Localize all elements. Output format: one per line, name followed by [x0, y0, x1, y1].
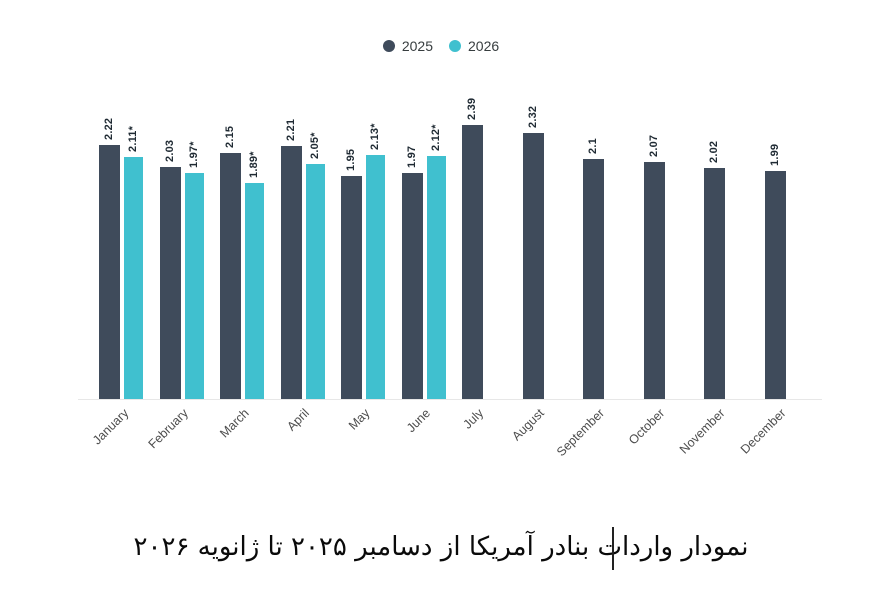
x-axis-label-august: August [508, 406, 547, 444]
bar-value-label: 2.22 [103, 117, 115, 140]
bar-value-label: 2.15 [224, 125, 236, 148]
legend-item-2025[interactable]: 2025 [382, 38, 433, 54]
bar-value-label: 2.07 [647, 134, 660, 157]
bar-value-label: 1.97 [405, 145, 418, 168]
bar-2026-february[interactable] [184, 173, 204, 399]
bar-value-label: 2.13* [369, 123, 381, 150]
bar-2026-april[interactable] [305, 164, 325, 399]
x-axis-label-july: July [460, 406, 486, 432]
bar-value-label: 1.97* [187, 141, 200, 168]
bar-value-label: 2.32 [526, 105, 539, 128]
bar-2026-may[interactable] [366, 155, 385, 399]
x-axis-label-february: February [146, 406, 192, 452]
x-axis-label-january: January [89, 406, 131, 448]
x-axis-label-march: March [217, 406, 252, 441]
legend-label-2025: 2025 [401, 38, 433, 54]
bar-value-label: 1.99 [768, 143, 781, 166]
bar-value-label: 2.1 [587, 138, 599, 154]
bar-2025-september[interactable] [583, 159, 604, 399]
bar-2025-july[interactable] [462, 125, 483, 399]
bar-2025-february[interactable] [159, 167, 181, 399]
bar-2025-december[interactable] [764, 171, 786, 399]
x-axis-label-december: December [737, 406, 789, 457]
legend-dot-2025-icon [382, 40, 395, 52]
x-axis-label-september: September [553, 406, 607, 460]
bar-value-label: 1.89* [248, 151, 260, 178]
x-axis-line [78, 399, 822, 400]
legend-item-2026[interactable]: 2026 [449, 38, 499, 54]
bar-2025-march[interactable] [220, 153, 241, 399]
bar-2025-january[interactable] [99, 145, 120, 399]
text-cursor-icon [612, 527, 614, 570]
bar-2026-january[interactable] [124, 157, 143, 399]
bar-value-label: 2.02 [708, 140, 720, 163]
x-axis-label-june: June [404, 406, 434, 436]
bar-value-label: 1.95 [345, 148, 357, 171]
x-axis-label-may: May [346, 406, 373, 433]
bar-value-label: 2.12* [429, 124, 442, 151]
bar-value-label: 2.05* [308, 132, 321, 159]
bar-2025-august[interactable] [522, 133, 544, 399]
x-axis-label-april: April [284, 406, 313, 434]
bar-value-label: 2.21 [284, 118, 297, 141]
chart-legend: 2025 2026 [0, 38, 882, 54]
legend-dot-2026-icon [449, 40, 461, 52]
bar-2025-april[interactable] [280, 146, 302, 399]
caption-text: نمودار واردات بنادر آمریکا از دسامبر ۲۰۲… [133, 532, 749, 562]
bar-value-label: 2.11* [127, 125, 139, 152]
bar-2025-october[interactable] [643, 162, 665, 399]
bar-2026-june[interactable] [426, 156, 446, 399]
x-axis-label-october: October [626, 406, 668, 448]
x-axis-label-november: November [677, 406, 728, 457]
bar-2025-june[interactable] [401, 173, 423, 399]
bar-2026-march[interactable] [245, 183, 264, 399]
chart-caption[interactable]: نمودار واردات بنادر آمریکا از دسامبر ۲۰۲… [0, 524, 882, 570]
bar-2025-november[interactable] [704, 168, 725, 399]
bar-2025-may[interactable] [341, 176, 362, 399]
legend-label-2026: 2026 [468, 38, 500, 54]
bar-value-label: 2.39 [466, 97, 478, 120]
bar-value-label: 2.03 [163, 139, 176, 162]
